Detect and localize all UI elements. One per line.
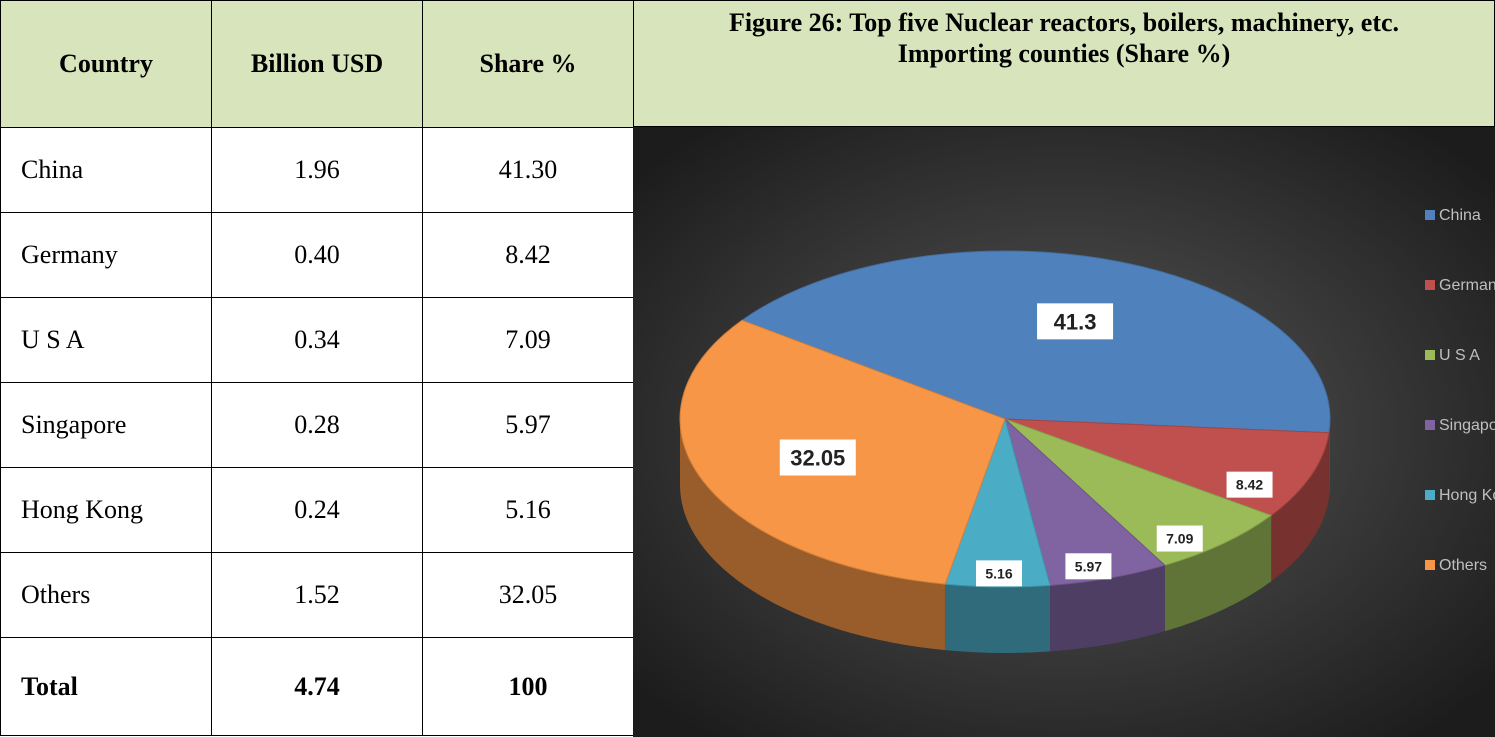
legend-swatch bbox=[1425, 560, 1435, 570]
legend-swatch bbox=[1425, 280, 1435, 290]
cell: Others bbox=[0, 552, 212, 638]
cell: Hong Kong bbox=[0, 467, 212, 553]
legend-label: Others bbox=[1439, 557, 1487, 574]
legend-label: U S A bbox=[1439, 347, 1480, 364]
cell: 32.05 bbox=[422, 552, 634, 638]
row: Singapore 0.28 5.97 bbox=[0, 382, 634, 468]
cell: 1.52 bbox=[211, 552, 423, 638]
row: China 1.96 41.30 bbox=[0, 127, 634, 213]
cell: 4.74 bbox=[211, 637, 423, 736]
cell: 8.42 bbox=[422, 212, 634, 298]
data-label-box bbox=[779, 439, 856, 476]
pie-side bbox=[680, 419, 946, 651]
cell: 1.96 bbox=[211, 127, 423, 213]
cell: 0.28 bbox=[211, 382, 423, 468]
total-row: Total 4.74 100 bbox=[0, 637, 634, 736]
data-label: 5.97 bbox=[1075, 558, 1102, 574]
cell: Total bbox=[0, 637, 212, 736]
pie-side bbox=[1271, 432, 1329, 582]
pie-slice bbox=[1004, 418, 1273, 566]
pie-side bbox=[1050, 565, 1165, 652]
row: Hong Kong 0.24 5.16 bbox=[0, 467, 634, 553]
header-cell: Billion USD bbox=[211, 0, 423, 128]
legend-label: Germany bbox=[1439, 277, 1495, 294]
legend-label: China bbox=[1439, 207, 1481, 224]
header-cell: Share % bbox=[422, 0, 634, 128]
row: U S A 0.34 7.09 bbox=[0, 297, 634, 383]
data-label: 7.09 bbox=[1166, 531, 1193, 547]
pie-side bbox=[945, 584, 1051, 653]
legend-label: Singapore bbox=[1439, 417, 1495, 434]
cell: 0.24 bbox=[211, 467, 423, 553]
pie-slice bbox=[741, 250, 1331, 434]
data-label: 32.05 bbox=[790, 445, 845, 470]
header-row: Country Billion USD Share % bbox=[0, 0, 634, 128]
cell: China bbox=[0, 127, 212, 213]
legend-swatch bbox=[1425, 490, 1435, 500]
title-line: Importing counties (Share %) bbox=[897, 39, 1231, 68]
header-cell: Country bbox=[0, 0, 212, 128]
data-label-box bbox=[976, 560, 1023, 587]
cell: 0.34 bbox=[211, 297, 423, 383]
cell: 100 bbox=[422, 637, 634, 736]
title-line: Figure 26: Top five Nuclear reactors, bo… bbox=[728, 8, 1400, 37]
cell: 7.09 bbox=[422, 297, 634, 383]
cell: Germany bbox=[0, 212, 212, 298]
legend-label: Hong Kong bbox=[1439, 487, 1495, 504]
chart-title: Figure 26: Top five Nuclear reactors, bo… bbox=[633, 0, 1495, 127]
chart: 41.3 8.42 7.09 5.97 5.16 32.05 China Germany U S… bbox=[633, 127, 1495, 737]
data-label: 5.16 bbox=[985, 565, 1012, 581]
pie-side bbox=[1328, 419, 1330, 499]
cell: 5.16 bbox=[422, 467, 634, 553]
row: Others 1.52 32.05 bbox=[0, 552, 634, 638]
pie-side bbox=[1164, 515, 1272, 632]
legend-swatch bbox=[1425, 420, 1435, 430]
data-table: Country Billion USD Share % China 1.96 41.… bbox=[0, 0, 634, 736]
data-label: 8.42 bbox=[1236, 477, 1263, 493]
cell: 41.30 bbox=[422, 127, 634, 213]
data-label-box bbox=[1065, 553, 1112, 580]
cell: 0.40 bbox=[211, 212, 423, 298]
cell: Singapore bbox=[0, 382, 212, 468]
legend-swatch bbox=[1425, 350, 1435, 360]
legend-swatch bbox=[1425, 210, 1435, 220]
data-label-box bbox=[1156, 525, 1203, 552]
data-label-box bbox=[1226, 471, 1273, 498]
data-label-box bbox=[1037, 303, 1114, 340]
row: Germany 0.40 8.42 bbox=[0, 212, 634, 298]
cell: U S A bbox=[0, 297, 212, 383]
data-label: 41.3 bbox=[1054, 309, 1097, 334]
cell: 5.97 bbox=[422, 382, 634, 468]
